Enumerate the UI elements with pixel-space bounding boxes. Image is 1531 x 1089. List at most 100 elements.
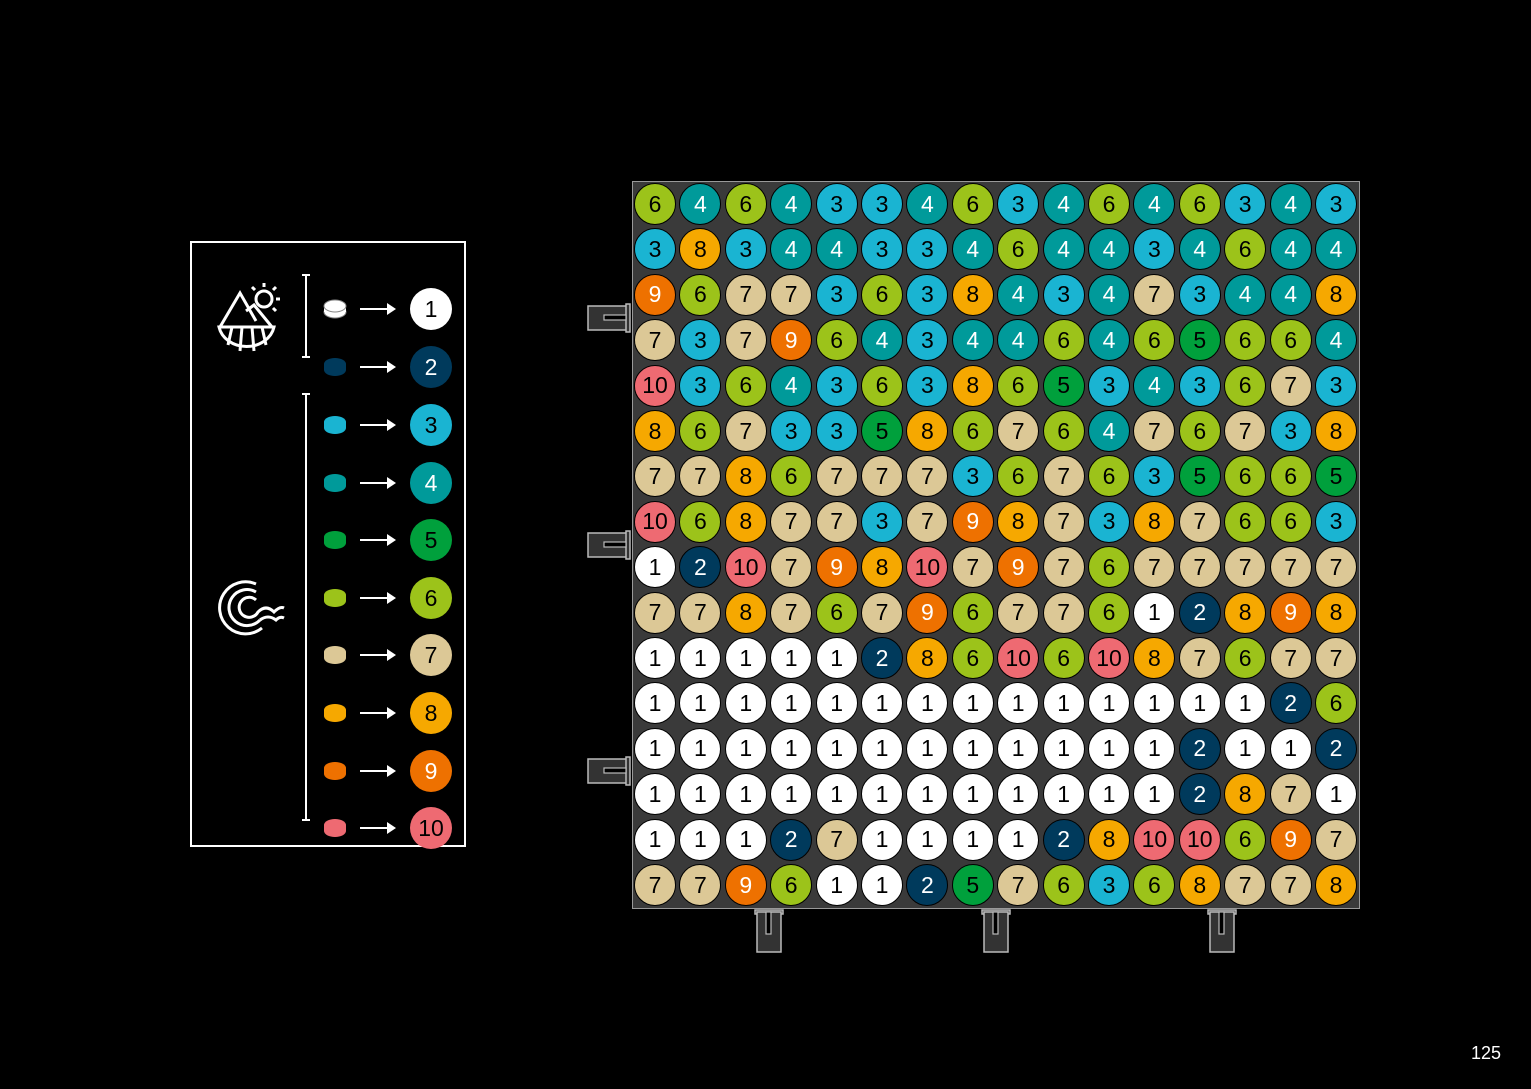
tile-r1-c12: 4 (1133, 183, 1176, 225)
tile-r8-c10: 7 (1042, 500, 1085, 543)
legend-number-2: 2 (410, 346, 452, 388)
side-connector-3 (587, 756, 631, 786)
tile-r12-c1: 1 (634, 682, 676, 725)
legend-item-7: 7 (192, 633, 468, 677)
tile-r5-c6: 6 (861, 364, 903, 407)
tile-r13-c7: 1 (906, 727, 949, 770)
tile-r9-c5: 9 (815, 546, 858, 589)
tile-r15-c9: 1 (997, 818, 1040, 861)
legend-item-3: 3 (192, 403, 468, 447)
tile-r3-c4: 7 (770, 273, 813, 316)
tile-r13-c2: 1 (679, 727, 722, 770)
tile-r10-c3: 8 (724, 591, 767, 634)
tile-r6-c7: 8 (906, 410, 949, 452)
tile-r3-c7: 3 (906, 273, 949, 316)
tile-r1-c14: 3 (1224, 183, 1267, 225)
tile-r9-c11: 6 (1088, 546, 1130, 589)
tile-r6-c2: 6 (679, 410, 722, 452)
tile-r12-c8: 1 (951, 682, 994, 725)
tile-r9-c10: 7 (1042, 546, 1085, 589)
round-tile-7-icon (324, 646, 346, 664)
tile-r10-c14: 8 (1224, 591, 1267, 634)
tile-r10-c12: 1 (1133, 591, 1176, 634)
tile-r9-c7: 10 (906, 546, 949, 589)
tile-r14-c6: 1 (861, 773, 903, 816)
bracket-group-1 (302, 274, 310, 358)
tile-r6-c16: 8 (1315, 410, 1357, 452)
mountain-sun-icon (217, 283, 280, 352)
tile-r2-c6: 3 (861, 228, 903, 271)
tile-r8-c15: 6 (1269, 500, 1312, 543)
bottom-connector-1 (754, 909, 784, 953)
tile-r10-c1: 7 (634, 591, 676, 634)
tile-r10-c6: 7 (861, 591, 903, 634)
tile-r11-c15: 7 (1269, 637, 1312, 679)
tile-r15-c13: 10 (1178, 818, 1221, 861)
tile-r1-c5: 3 (815, 183, 858, 225)
tile-r15-c5: 7 (815, 818, 858, 861)
tile-r12-c10: 1 (1042, 682, 1085, 725)
arrow-right-icon (360, 303, 396, 315)
tile-r1-c2: 4 (679, 183, 722, 225)
tile-r6-c6: 5 (861, 410, 903, 452)
tile-r13-c9: 1 (997, 727, 1040, 770)
tile-r11-c9: 10 (997, 637, 1040, 679)
arrow-right-icon (360, 822, 396, 834)
tile-r5-c2: 3 (679, 364, 722, 407)
side-connector-2 (587, 530, 631, 560)
round-tile-5-icon (324, 531, 346, 549)
tile-r6-c5: 3 (815, 410, 858, 452)
tile-r15-c8: 1 (951, 818, 994, 861)
legend-item-1: 1 (192, 287, 468, 331)
tile-r7-c2: 7 (679, 455, 722, 498)
tile-r4-c7: 3 (906, 319, 949, 362)
tile-r1-c7: 4 (906, 183, 949, 225)
tile-r5-c15: 7 (1269, 364, 1312, 407)
tile-r11-c4: 1 (770, 637, 813, 679)
tile-r9-c6: 8 (861, 546, 903, 589)
tile-r12-c3: 1 (724, 682, 767, 725)
tile-r16-c6: 1 (861, 864, 903, 906)
tile-r4-c5: 6 (815, 319, 858, 362)
tile-r9-c16: 7 (1315, 546, 1357, 589)
tile-r13-c8: 1 (951, 727, 994, 770)
tile-r14-c10: 1 (1042, 773, 1085, 816)
tile-r11-c2: 1 (679, 637, 722, 679)
tile-r15-c4: 2 (770, 818, 813, 861)
tile-r15-c2: 1 (679, 818, 722, 861)
tile-r3-c8: 8 (951, 273, 994, 316)
arrow-right-icon (360, 477, 396, 489)
tile-r6-c1: 8 (634, 410, 676, 452)
tile-r16-c10: 6 (1042, 864, 1085, 906)
tile-r16-c8: 5 (951, 864, 994, 906)
tile-r8-c12: 8 (1133, 500, 1176, 543)
tile-r13-c12: 1 (1133, 727, 1176, 770)
tile-r7-c14: 6 (1224, 455, 1267, 498)
tile-r16-c9: 7 (997, 864, 1040, 906)
tile-r10-c11: 6 (1088, 591, 1130, 634)
tile-r3-c10: 3 (1042, 273, 1085, 316)
tile-r7-c13: 5 (1178, 455, 1221, 498)
tile-r2-c5: 4 (815, 228, 858, 271)
legend-item-6: 6 (192, 576, 468, 620)
tile-r4-c2: 3 (679, 319, 722, 362)
arrow-right-icon (360, 419, 396, 431)
tile-r12-c11: 1 (1088, 682, 1130, 725)
tile-r13-c5: 1 (815, 727, 858, 770)
tile-r14-c4: 1 (770, 773, 813, 816)
tile-r13-c3: 1 (724, 727, 767, 770)
bracket-group-2 (302, 393, 310, 821)
tile-r4-c14: 6 (1224, 319, 1267, 362)
tile-r5-c14: 6 (1224, 364, 1267, 407)
tile-r12-c14: 1 (1224, 682, 1267, 725)
tile-r9-c4: 7 (770, 546, 813, 589)
tile-r14-c1: 1 (634, 773, 676, 816)
round-tile-4-icon (324, 474, 346, 492)
tile-r6-c3: 7 (724, 410, 767, 452)
tile-r16-c3: 9 (724, 864, 767, 906)
wave-icon (218, 580, 285, 636)
tile-r11-c8: 6 (951, 637, 994, 679)
tile-r7-c9: 6 (997, 455, 1040, 498)
tile-r14-c15: 7 (1269, 773, 1312, 816)
tile-r10-c15: 9 (1269, 591, 1312, 634)
